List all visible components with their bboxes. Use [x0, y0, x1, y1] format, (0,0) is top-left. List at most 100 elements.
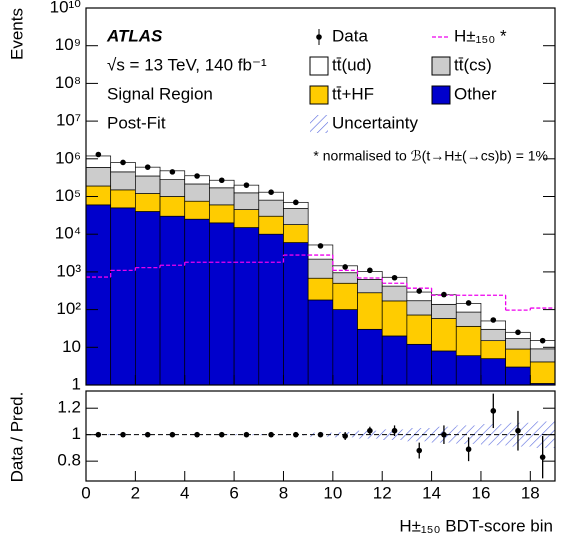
stack-segment: [406, 343, 432, 386]
uncertainty-band: [456, 425, 481, 444]
stack-segment: [455, 311, 482, 327]
stack-segment: [159, 215, 186, 386]
data-point: [441, 291, 447, 298]
stack-segment: [480, 340, 506, 359]
ratio-point: [120, 431, 126, 438]
ratio-point: [218, 431, 225, 438]
stack-segment: [307, 299, 334, 386]
legend-swatch: [310, 115, 328, 133]
legend-swatch: [309, 85, 329, 105]
x-tick-label: 18: [521, 483, 540, 502]
data-point: [95, 151, 102, 158]
y-tick-label: 10: [62, 337, 81, 356]
ratio-point: [293, 431, 299, 438]
data-point: [243, 182, 250, 188]
y-tick-label: 10¹⁰: [50, 0, 82, 16]
ratio-point: [194, 431, 200, 438]
region-label: Signal Region: [107, 84, 213, 103]
stack-segment: [307, 277, 334, 301]
stack-segment: [135, 193, 161, 212]
data-point: [342, 264, 348, 270]
stack-segment: [332, 282, 358, 310]
legend-label: tt̄+HF: [332, 84, 374, 103]
ratio-point: [317, 431, 324, 438]
stack-segment: [233, 192, 260, 210]
fit-label: Post-Fit: [107, 113, 166, 132]
ratio-point: [465, 446, 472, 453]
stack-segment: [209, 187, 235, 206]
data-point: [194, 173, 200, 179]
ratio-point: [490, 408, 497, 414]
legend-label: tt̄(cs): [454, 55, 492, 74]
y-tick-label: 1.2: [57, 398, 81, 417]
x-tick-label: 6: [229, 483, 238, 502]
stack-segment: [406, 300, 432, 316]
ratio-point: [243, 431, 250, 438]
stack-segment: [431, 303, 457, 319]
stack-segment: [135, 211, 161, 386]
data-point: [539, 337, 546, 344]
stack-segment: [258, 199, 284, 217]
data-point: [317, 243, 324, 249]
stack-segment: [209, 204, 235, 224]
x-tick-label: 2: [131, 483, 140, 502]
data-point: [169, 169, 176, 175]
ratio-point: [515, 427, 521, 434]
ratio-point: [391, 427, 398, 434]
stack-segment: [431, 318, 457, 352]
stack-segment: [159, 196, 186, 217]
stack-segment: [357, 328, 383, 386]
stack-segment: [159, 179, 186, 197]
stack-segment: [110, 207, 136, 386]
stack-segment: [332, 309, 358, 386]
stack-segment: [110, 189, 136, 209]
stack-segment: [529, 348, 556, 363]
data-point: [268, 189, 274, 196]
stack-segment: [381, 300, 408, 337]
stack-segment: [85, 185, 112, 206]
stack-segment: [529, 361, 556, 384]
stack-segment: [455, 355, 482, 386]
uncertainty-band: [406, 428, 432, 442]
stack-segment: [431, 350, 457, 386]
stack-segment: [184, 218, 210, 386]
data-point: [144, 164, 151, 170]
stack-segment: [85, 155, 112, 168]
legend-swatch: [431, 56, 451, 76]
stack-segment: [505, 348, 531, 368]
x-tick-label: 8: [279, 483, 288, 502]
legend-swatch: [309, 56, 329, 76]
data-point: [391, 274, 398, 281]
stack-segment: [307, 258, 334, 279]
legend-label: Data: [332, 26, 368, 45]
stack-segment: [381, 285, 408, 302]
y-tick-label: 10⁴: [55, 224, 81, 243]
y-tick-label: 10²: [56, 299, 81, 318]
energy-label: √s = 13 TeV, 140 fb⁻¹: [107, 55, 267, 74]
stack-segment: [480, 358, 506, 386]
ratio-point: [144, 431, 151, 438]
y-tick-label: 10⁶: [55, 148, 81, 167]
ratio-point: [342, 433, 348, 439]
stack-segment: [258, 233, 284, 386]
stack-segment: [85, 204, 112, 386]
legend-label: tt̄(ud): [332, 55, 372, 74]
note: * normalised to ℬ(t→H±(→cs)b) = 1%: [313, 148, 548, 164]
stack-segment: [85, 167, 112, 187]
x-axis-title: H±₁₅₀ BDT-score bin: [399, 516, 553, 535]
data-point: [367, 267, 373, 274]
ratio-point: [441, 431, 447, 438]
y-tick-label: 10³: [56, 261, 81, 280]
stack-segment: [455, 325, 482, 357]
ratio-point: [367, 427, 373, 434]
y-tick-label: 0.8: [57, 451, 81, 470]
ratio-point: [539, 454, 546, 460]
stack-segment: [283, 242, 309, 386]
stack-segment: [480, 328, 506, 342]
x-tick-label: 10: [323, 483, 342, 502]
stack-segment: [505, 366, 531, 386]
stack-segment: [283, 208, 309, 225]
data-point: [293, 199, 299, 206]
y-tick-label: 1: [72, 374, 81, 393]
